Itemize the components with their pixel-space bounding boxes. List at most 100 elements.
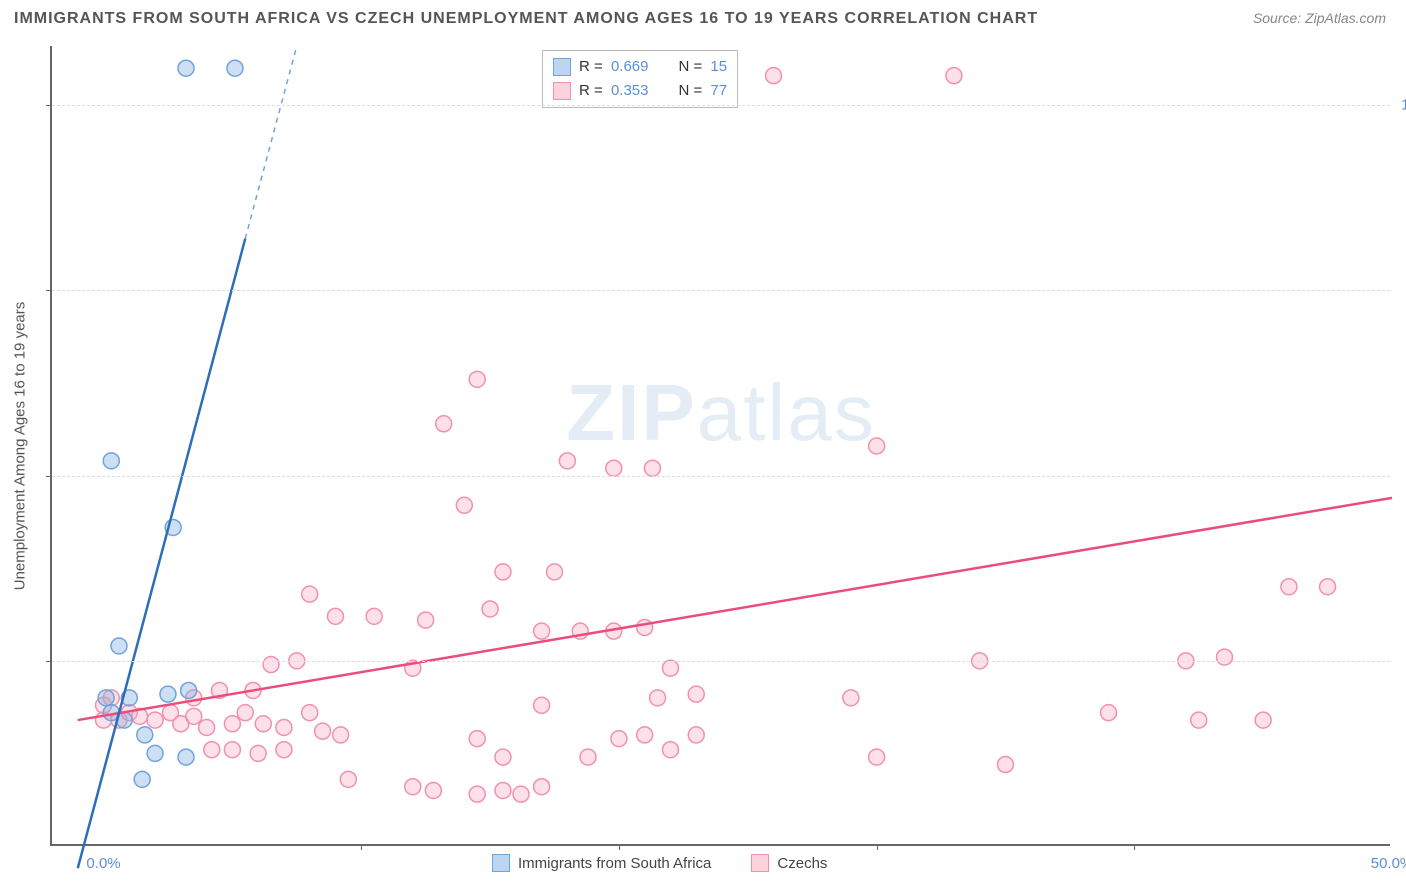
pink-point <box>1255 712 1271 728</box>
grid-line-h <box>52 290 1390 291</box>
plot-area: ZIPatlas R = 0.669N = 15R = 0.353N = 77 … <box>50 46 1390 846</box>
pink-point <box>650 690 666 706</box>
pink-point <box>255 716 271 732</box>
legend-n-value: 77 <box>710 82 727 99</box>
chart-title: IMMIGRANTS FROM SOUTH AFRICA VS CZECH UN… <box>14 10 1038 28</box>
pink-point <box>946 68 962 84</box>
source-value: ZipAtlas.com <box>1305 10 1386 26</box>
series-legend: Immigrants from South Africa Czechs <box>492 854 827 872</box>
pink-point <box>662 660 678 676</box>
pink-point <box>340 771 356 787</box>
legend-r-value: 0.353 <box>611 82 649 99</box>
blue-point <box>178 60 194 76</box>
legend-n-value: 15 <box>710 58 727 75</box>
pink-point <box>495 782 511 798</box>
x-minor-tick <box>361 844 362 850</box>
pink-trend-line <box>78 498 1392 720</box>
series-legend-label: Czechs <box>777 855 827 872</box>
blue-point <box>111 638 127 654</box>
pink-point <box>1281 579 1297 595</box>
pink-point <box>469 371 485 387</box>
blue-point <box>147 745 163 761</box>
series-legend-item: Czechs <box>751 854 827 872</box>
pink-point <box>1101 705 1117 721</box>
pink-point <box>333 727 349 743</box>
y-tick-mark <box>46 661 52 662</box>
legend-r-label: R = 0.669 <box>579 55 648 79</box>
pink-point <box>199 719 215 735</box>
legend-swatch <box>751 854 769 872</box>
blue-trend-dashed <box>245 46 297 239</box>
pink-point <box>559 453 575 469</box>
pink-point <box>436 416 452 432</box>
pink-point <box>456 497 472 513</box>
pink-point <box>276 742 292 758</box>
pink-point <box>662 742 678 758</box>
grid-line-h <box>52 105 1390 106</box>
blue-trend-line <box>78 239 246 869</box>
blue-point <box>137 727 153 743</box>
series-legend-item: Immigrants from South Africa <box>492 854 711 872</box>
y-axis-label: Unemployment Among Ages 16 to 19 years <box>12 302 29 591</box>
pink-point <box>534 779 550 795</box>
pink-point <box>580 749 596 765</box>
blue-point <box>103 453 119 469</box>
pink-point <box>869 438 885 454</box>
pink-point <box>263 657 279 673</box>
grid-line-h <box>52 661 1390 662</box>
legend-n-label: N = 77 <box>678 79 727 103</box>
pink-point <box>302 705 318 721</box>
x-tick-label: 50.0% <box>1371 855 1406 872</box>
blue-point <box>178 749 194 765</box>
chart-container: Unemployment Among Ages 16 to 19 years Z… <box>50 46 1390 846</box>
pink-point <box>513 786 529 802</box>
pink-point <box>327 608 343 624</box>
pink-point <box>366 608 382 624</box>
pink-point <box>302 586 318 602</box>
pink-point <box>1217 649 1233 665</box>
pink-point <box>637 727 653 743</box>
pink-point <box>405 779 421 795</box>
pink-point <box>204 742 220 758</box>
legend-n-label: N = 15 <box>678 55 727 79</box>
pink-point <box>482 601 498 617</box>
pink-point <box>224 742 240 758</box>
legend-stat-row: R = 0.669 N = 15 <box>553 55 727 79</box>
pink-point <box>224 716 240 732</box>
pink-point <box>997 757 1013 773</box>
pink-point <box>250 745 266 761</box>
source-label: Source: <box>1253 10 1305 26</box>
stats-legend: R = 0.669 N = 15 R = 0.353 N = 77 <box>542 50 738 108</box>
pink-point <box>469 731 485 747</box>
pink-point <box>469 786 485 802</box>
legend-r-label: R = 0.353 <box>579 79 648 103</box>
pink-point <box>637 619 653 635</box>
x-minor-tick <box>619 844 620 850</box>
y-tick-mark <box>46 290 52 291</box>
pink-point <box>534 623 550 639</box>
pink-point <box>1320 579 1336 595</box>
pink-point <box>534 697 550 713</box>
pink-point <box>495 749 511 765</box>
plot-svg <box>52 46 1392 846</box>
pink-point <box>766 68 782 84</box>
pink-point <box>418 612 434 628</box>
pink-point <box>1191 712 1207 728</box>
legend-swatch <box>553 82 571 100</box>
pink-point <box>606 460 622 476</box>
chart-source: Source: ZipAtlas.com <box>1253 10 1386 26</box>
legend-stat-row: R = 0.353 N = 77 <box>553 79 727 103</box>
y-tick-mark <box>46 105 52 106</box>
legend-swatch <box>553 58 571 76</box>
pink-point <box>147 712 163 728</box>
blue-point <box>134 771 150 787</box>
pink-point <box>495 564 511 580</box>
x-minor-tick <box>877 844 878 850</box>
pink-point <box>843 690 859 706</box>
grid-line-h <box>52 476 1390 477</box>
pink-point <box>425 782 441 798</box>
series-legend-label: Immigrants from South Africa <box>518 855 711 872</box>
pink-point <box>611 731 627 747</box>
pink-point <box>237 705 253 721</box>
pink-point <box>186 708 202 724</box>
